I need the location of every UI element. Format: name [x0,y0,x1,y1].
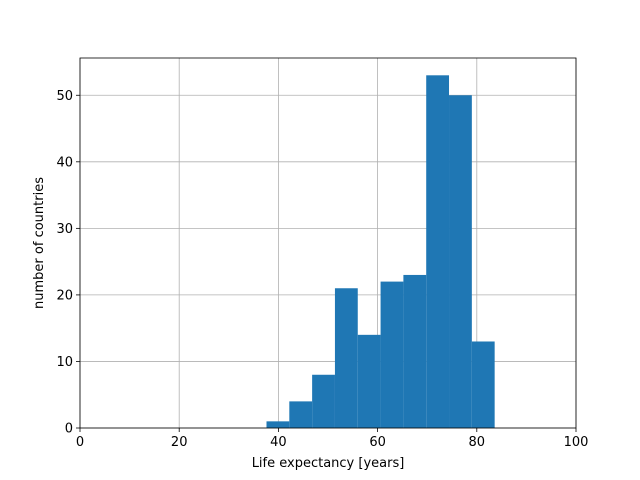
histogram-bar [426,75,450,428]
histogram-bars [266,75,495,429]
axes-frame [79,57,577,429]
x-tick-label: 80 [469,435,486,450]
x-tick-label: 0 [76,435,84,450]
y-tick-label: 20 [56,288,73,303]
histogram-bar [312,374,335,428]
plot-area: 0 20 40 60 80 100 0 10 20 30 40 50 [56,57,589,450]
x-axis-label: Life expectancy [years] [252,456,405,471]
histogram-bar [471,341,495,428]
y-tick-label: 0 [65,422,73,437]
y-axis-label: number of countries [32,177,47,309]
histogram-bar [266,421,290,428]
histogram-bar [289,401,313,428]
y-axis-ticks: 0 10 20 30 40 50 [56,89,80,437]
y-tick-label: 30 [56,222,73,237]
x-tick-label: 40 [270,435,287,450]
histogram-bar [357,334,381,428]
histogram-bar [334,288,358,428]
y-tick-label: 50 [56,89,73,104]
x-tick-label: 100 [564,435,589,450]
y-tick-label: 40 [56,155,73,170]
histogram-bar [403,274,427,428]
y-tick-label: 10 [56,355,73,370]
axes-background [80,58,576,428]
x-tick-label: 20 [171,435,188,450]
gridlines [79,58,577,429]
histogram-bar [449,95,472,429]
x-tick-label: 60 [369,435,386,450]
histogram-bar [380,281,404,428]
x-axis-ticks: 0 20 40 60 80 100 [76,428,589,450]
